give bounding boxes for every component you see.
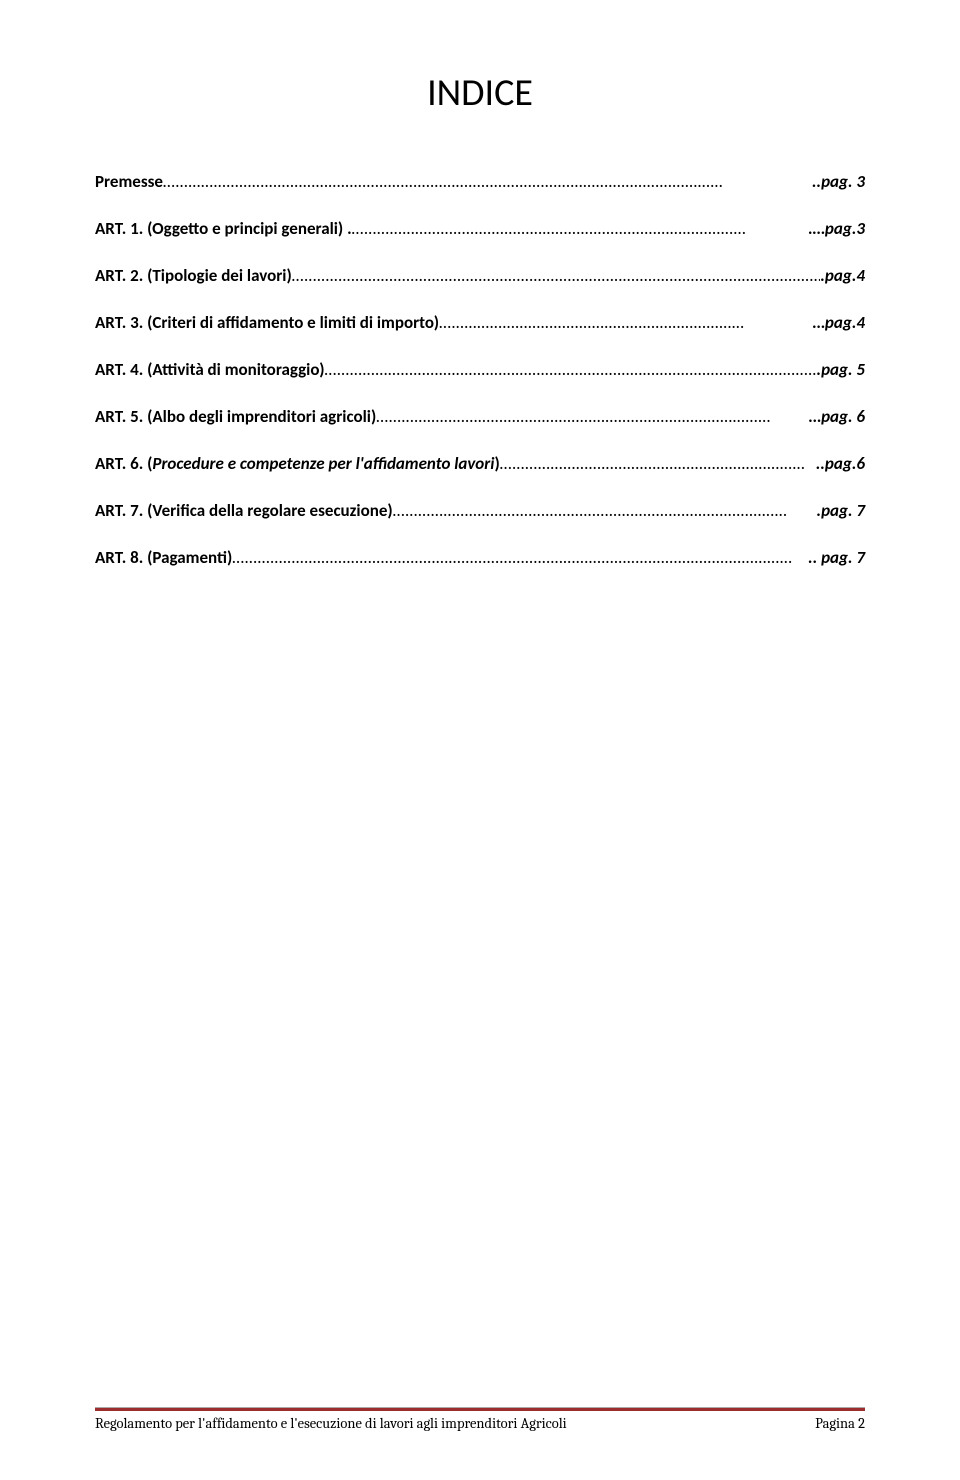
toc-label: ART. 5. (Albo degli imprenditori agricol… — [95, 406, 376, 429]
footer-left-text: Regolamento per l'affidamento e l'esecuz… — [95, 1415, 567, 1432]
toc-label: ART. 7. (Verifica della regolare esecuzi… — [95, 500, 393, 523]
toc-page: .pag.4 — [820, 265, 865, 288]
toc-label: ART. 8. (Pagamenti) — [95, 547, 232, 570]
toc-page: .pag. 7 — [817, 500, 865, 523]
toc-page: …pag.4 — [813, 312, 865, 335]
toc-entry: ART. 4. (Attività di monitoraggio) ……………… — [95, 359, 865, 382]
toc-dots: …………………………………………………………………………………………………………… — [163, 171, 812, 194]
toc-label: ART. 6. (Procedure e competenze per l'af… — [95, 453, 500, 476]
toc-page: .…pag.3 — [808, 218, 865, 241]
toc-label: ART. 4. (Attività di monitoraggio) — [95, 359, 325, 382]
toc-entry: ART. 1. (Oggetto e principi generali) . … — [95, 218, 865, 241]
toc-label-prefix: ART. 6. ( — [95, 453, 152, 474]
document-page: INDICE Premesse ………………………………………………………………… — [0, 0, 960, 1480]
toc-dots: ………………………………………………………………………………… — [376, 406, 809, 429]
toc-dots: ………………………………………………………………………………… — [393, 500, 817, 523]
toc-dots: …………………………………………………………………………………………………………… — [232, 547, 808, 570]
toc-entry: ART. 6. (Procedure e competenze per l'af… — [95, 453, 865, 476]
table-of-contents: Premesse …………………………………………………………………………………… — [95, 171, 865, 569]
toc-label: ART. 2. (Tipologie dei lavori) — [95, 265, 292, 288]
toc-page: .pag. 5 — [817, 359, 865, 382]
footer-page-number: Pagina 2 — [815, 1415, 865, 1432]
toc-dots: ……………………………………………………………… — [439, 312, 813, 335]
toc-entry: ART. 7. (Verifica della regolare esecuzi… — [95, 500, 865, 523]
footer-divider — [95, 1407, 865, 1411]
toc-page: …pag. 6 — [809, 406, 865, 429]
toc-page: ..pag. 3 — [812, 171, 865, 194]
toc-page: .. pag. 7 — [808, 547, 865, 570]
toc-dots: …………………………………………………………………………………………………………… — [325, 359, 817, 382]
toc-entry: ART. 2. (Tipologie dei lavori) ………………………… — [95, 265, 865, 288]
toc-page: ..pag.6 — [816, 453, 865, 476]
page-title: INDICE — [95, 70, 865, 116]
toc-entry: ART. 8. (Pagamenti) ……………………………………………………… — [95, 547, 865, 570]
toc-entry: Premesse …………………………………………………………………………………… — [95, 171, 865, 194]
toc-entry: ART. 5. (Albo degli imprenditori agricol… — [95, 406, 865, 429]
toc-label: ART. 3. (Criteri di affidamento e limiti… — [95, 312, 439, 335]
toc-dots: …………………………………………………………………………………………………………… — [292, 265, 821, 288]
page-footer: Regolamento per l'affidamento e l'esecuz… — [95, 1407, 865, 1432]
toc-label: Premesse — [95, 171, 163, 194]
toc-dots: ……………………………………………………………… — [500, 453, 816, 476]
footer-row: Regolamento per l'affidamento e l'esecuz… — [95, 1415, 865, 1432]
toc-label-italic: Procedure e competenze per l'affidamento… — [152, 453, 494, 474]
toc-entry: ART. 3. (Criteri di affidamento e limiti… — [95, 312, 865, 335]
toc-dots: ………………………………………………………………………………… — [352, 218, 809, 241]
toc-label: ART. 1. (Oggetto e principi generali) . — [95, 218, 352, 241]
